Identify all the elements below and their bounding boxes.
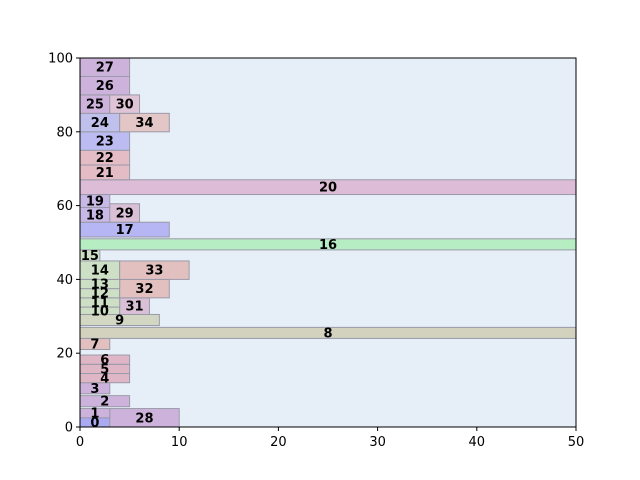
x-tick-label: 20 xyxy=(270,435,287,450)
rect-label-1: 1 xyxy=(90,407,99,422)
y-tick-label: 20 xyxy=(56,347,73,362)
rect-label-31: 31 xyxy=(126,300,144,315)
rect-label-14: 14 xyxy=(91,264,109,279)
rect-label-16: 16 xyxy=(319,238,337,253)
rect-label-3: 3 xyxy=(90,382,99,397)
y-tick-label: 80 xyxy=(56,125,73,140)
rect-label-2: 2 xyxy=(100,395,109,410)
y-tick-label: 60 xyxy=(56,199,73,214)
rect-label-9: 9 xyxy=(115,313,124,328)
rect-label-17: 17 xyxy=(116,223,134,238)
x-tick-label: 40 xyxy=(469,435,486,450)
rect-label-13: 13 xyxy=(91,278,109,293)
rect-label-22: 22 xyxy=(96,151,114,166)
plot-frame xyxy=(79,57,577,428)
rect-label-29: 29 xyxy=(116,206,134,221)
y-tick-label: 100 xyxy=(48,52,73,67)
y-tick-label: 0 xyxy=(65,421,73,436)
rect-33 xyxy=(119,260,190,280)
rect-label-5: 5 xyxy=(100,362,109,377)
rect-label-34: 34 xyxy=(135,116,153,131)
x-tick-label: 10 xyxy=(171,435,188,450)
x-tick-label: 30 xyxy=(369,435,386,450)
x-axis: 0 10 20 30 40 50 xyxy=(76,427,584,450)
x-tick-label: 0 xyxy=(76,435,84,450)
rect-label-26: 26 xyxy=(96,79,114,94)
y-tick-label: 40 xyxy=(56,273,73,288)
rect-label-28: 28 xyxy=(135,411,153,426)
rect-34 xyxy=(119,112,170,133)
rect-label-8: 8 xyxy=(323,326,332,341)
rect-label-27: 27 xyxy=(96,61,114,76)
rect-label-7: 7 xyxy=(90,337,99,352)
rect-label-23: 23 xyxy=(96,135,114,150)
rect-29 xyxy=(109,203,141,223)
rect-label-11: 11 xyxy=(91,296,109,311)
rect-label-20: 20 xyxy=(319,181,337,196)
rect-label-19: 19 xyxy=(86,194,104,209)
rect-label-21: 21 xyxy=(96,166,114,181)
rect-label-10: 10 xyxy=(91,304,109,319)
rect-label-15: 15 xyxy=(81,249,99,264)
rectangles-layer xyxy=(79,57,577,428)
rect-label-4: 4 xyxy=(100,372,109,387)
rect-label-0: 0 xyxy=(90,416,99,431)
rect-label-6: 6 xyxy=(100,353,109,368)
rect-label-33: 33 xyxy=(145,264,163,279)
rect-label-24: 24 xyxy=(91,116,109,131)
x-tick-label: 50 xyxy=(568,435,585,450)
rect-label-25: 25 xyxy=(86,98,104,113)
rect-label-18: 18 xyxy=(86,208,104,223)
rect-label-30: 30 xyxy=(116,98,134,113)
rect-label-32: 32 xyxy=(135,282,153,297)
y-axis: 0 20 40 60 80 100 xyxy=(48,52,80,436)
rect-label-12: 12 xyxy=(91,287,109,302)
